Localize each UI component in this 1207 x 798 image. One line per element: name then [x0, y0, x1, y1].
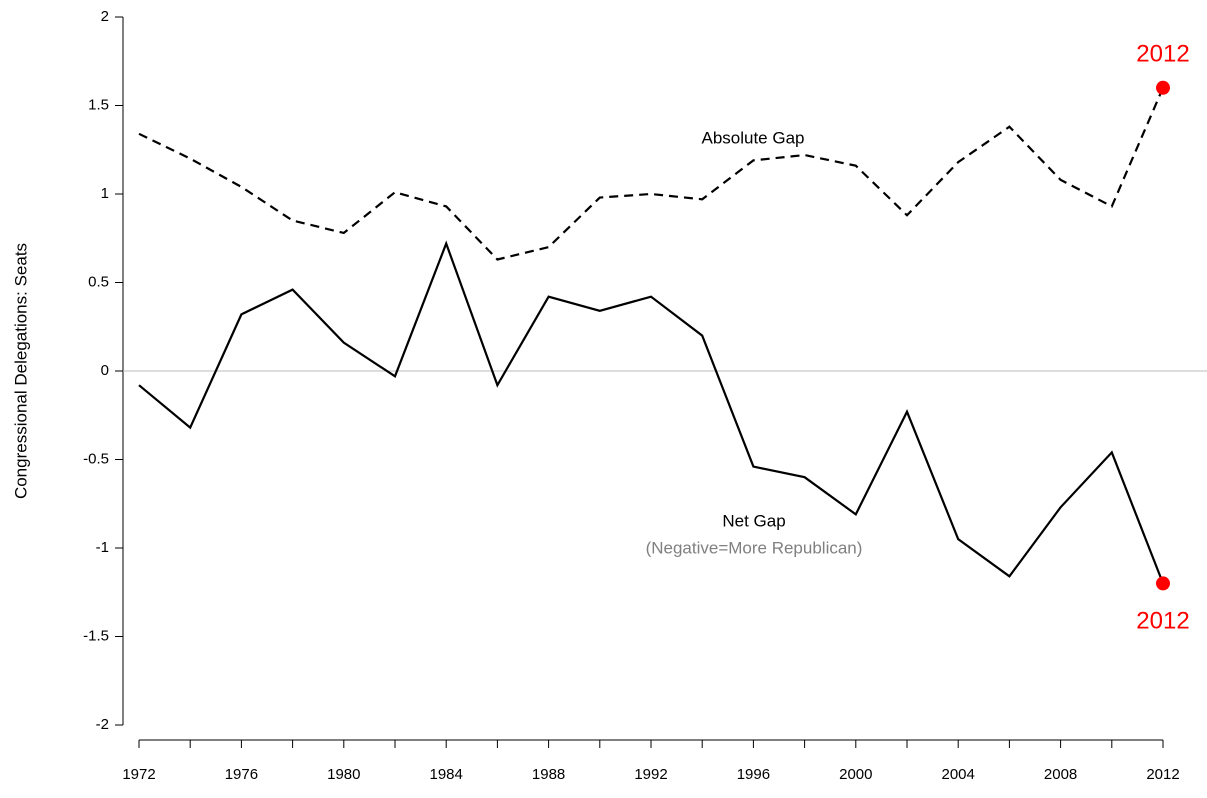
x-tick-label: 2008: [1044, 766, 1077, 783]
y-tick-label: -1: [96, 539, 109, 556]
x-tick-label: 2000: [839, 766, 872, 783]
y-axis-label: Congressional Delegations: Seats: [11, 243, 30, 499]
y-tick-label: 0: [101, 362, 109, 379]
series-label: Net Gap: [722, 511, 785, 530]
y-tick-label: -2: [96, 716, 109, 733]
line-series: [138, 87, 1165, 261]
y-tick-label: 1.5: [88, 96, 109, 113]
highlight-point: [1156, 80, 1170, 95]
x-tick-label: 2004: [942, 766, 975, 783]
annotation: 2012: [1136, 40, 1189, 67]
x-tick-label: 1984: [430, 766, 463, 783]
series-label: Absolute Gap: [701, 128, 804, 147]
x-tick-label: 1988: [532, 766, 565, 783]
y-tick-label: 0.5: [88, 273, 109, 290]
x-tick-label: 1976: [225, 766, 258, 783]
y-tick-label: 1: [101, 185, 109, 202]
annotation: 2012: [1136, 607, 1189, 634]
x-tick-label: 1996: [737, 766, 770, 783]
x-tick-label: 1980: [327, 766, 360, 783]
x-tick-label: 1972: [122, 766, 155, 783]
annotation: (Negative=More Republican): [646, 538, 863, 557]
highlight-point: [1156, 576, 1170, 591]
y-tick-label: -1.5: [83, 627, 109, 644]
x-tick-label: 2012: [1146, 766, 1179, 783]
y-tick-label: 2: [101, 8, 109, 25]
y-tick-label: -0.5: [83, 450, 109, 467]
x-tick-label: 1992: [634, 766, 667, 783]
line-series: [138, 240, 1165, 584]
